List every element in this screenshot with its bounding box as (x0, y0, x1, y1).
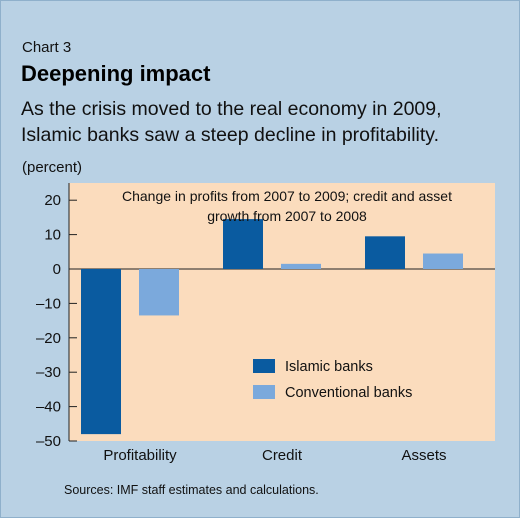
legend-label: Conventional banks (285, 385, 412, 401)
chart-subtitle: As the crisis moved to the real economy … (21, 98, 442, 146)
legend-swatch-islamic (253, 359, 275, 373)
legend-label: Islamic banks (285, 359, 373, 375)
x-axis-labels: Profitability Credit Assets (103, 447, 446, 464)
y-tick-label: –10 (36, 295, 61, 312)
chart-number: Chart 3 (22, 39, 72, 56)
y-tick-label: –30 (36, 364, 61, 381)
source-note: Sources: IMF staff estimates and calcula… (64, 483, 319, 497)
x-category-label: Profitability (103, 447, 177, 464)
bar-conventional-credit (281, 263, 321, 269)
x-category-label: Credit (262, 447, 303, 464)
bar-islamic-assets (365, 236, 405, 269)
chart-title: Deepening impact (21, 61, 211, 86)
y-axis: 20 10 0 –10 –20 –30 –40 –50 (36, 183, 77, 450)
y-tick-label: –20 (36, 330, 61, 347)
y-tick-label: –40 (36, 399, 61, 416)
y-axis-unit: (percent) (22, 159, 83, 176)
y-tick-label: –50 (36, 433, 61, 450)
inset-title-line: growth from 2007 to 2008 (207, 208, 367, 224)
legend: Islamic banks Conventional banks (253, 359, 412, 401)
y-tick-label: 10 (44, 227, 61, 244)
bars-group (69, 219, 495, 435)
bar-conventional-assets (423, 253, 463, 269)
bar-islamic-credit (223, 219, 263, 269)
legend-swatch-conventional (253, 385, 275, 399)
y-tick-label: 0 (53, 261, 61, 278)
bar-conventional-profitability (139, 269, 179, 316)
bar-islamic-profitability (81, 269, 121, 435)
bar-chart: 20 10 0 –10 –20 –30 –40 –50 Profitability Credit… (36, 183, 495, 464)
x-category-label: Assets (401, 447, 446, 464)
inset-title: Change in profits from 2007 to 2009; cre… (122, 188, 452, 224)
inset-title-line: Change in profits from 2007 to 2009; cre… (122, 188, 452, 204)
y-tick-label: 20 (44, 192, 61, 209)
